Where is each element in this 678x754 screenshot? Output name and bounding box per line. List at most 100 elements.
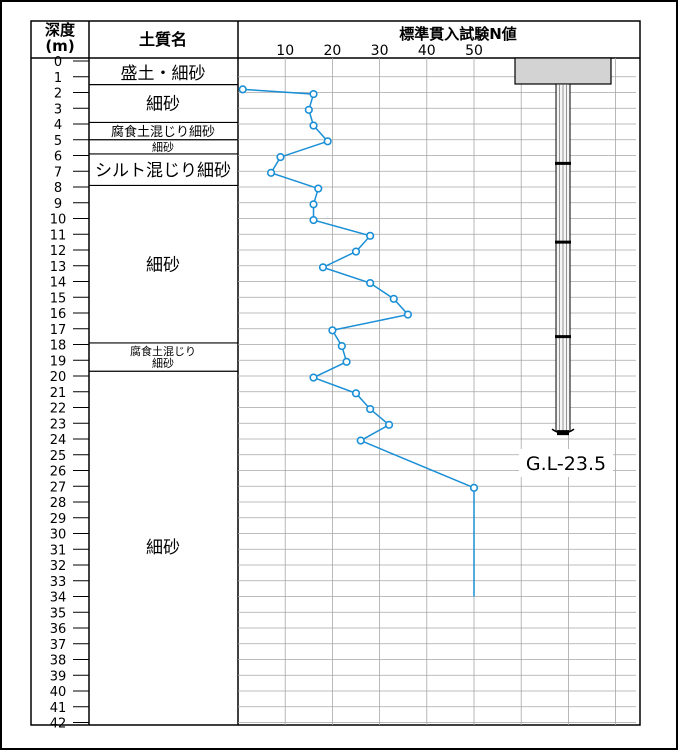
- depth-tick-label: 32: [50, 559, 67, 574]
- soil-layer-label: 腐食土混じり細砂: [111, 124, 215, 140]
- soil-header-label: 土質名: [139, 30, 187, 49]
- n-value-point: [323, 137, 332, 146]
- x-tick-label: 30: [371, 43, 389, 59]
- depth-tick-label: 30: [50, 528, 67, 543]
- n-value-point: [351, 247, 361, 256]
- n-value-point: [384, 420, 394, 429]
- depth-tick-label: 41: [50, 701, 67, 716]
- depth-header-label: 深度: [45, 21, 76, 39]
- depth-tick-label: 1: [54, 71, 62, 86]
- n-value-point: [309, 89, 318, 99]
- depth-tick-label: 38: [50, 654, 67, 669]
- depth-tick-label: 3: [54, 102, 62, 117]
- x-tick-label: 40: [418, 43, 436, 59]
- depth-tick-label: 34: [50, 591, 67, 606]
- depth-tick-label: 20: [50, 370, 67, 385]
- depth-tick-label: 31: [50, 543, 67, 558]
- depth-tick-label: 13: [50, 260, 67, 275]
- depth-tick-label: 9: [54, 197, 62, 212]
- depth-tick-label: 40: [50, 685, 67, 700]
- n-value-point: [309, 121, 318, 130]
- chart-title: 標準貫入試験N値: [399, 25, 517, 43]
- pile-joint: [555, 335, 571, 339]
- depth-tick-label: 19: [50, 354, 67, 369]
- soil-layer-label: 細砂: [146, 255, 180, 275]
- n-value-point: [314, 184, 323, 193]
- n-value-point: [318, 263, 328, 272]
- depth-tick-label: 15: [50, 291, 67, 306]
- pile-label-bg: [519, 449, 613, 477]
- n-value-point: [266, 168, 276, 177]
- n-value-point: [389, 294, 398, 303]
- depth-tick-label: 0: [54, 55, 62, 70]
- depth-tick-label: 23: [50, 417, 67, 432]
- n-value-point: [356, 436, 365, 445]
- n-value-point: [328, 326, 337, 335]
- depth-tick-label: 29: [50, 512, 67, 527]
- n-value-point: [351, 389, 361, 398]
- soil-layer-label: 細砂: [152, 357, 174, 370]
- n-value-point: [337, 341, 346, 351]
- depth-tick-label: 42: [50, 717, 67, 732]
- n-value-point: [309, 373, 318, 382]
- depth-tick-label: 7: [54, 165, 62, 180]
- n-value-point: [276, 152, 285, 162]
- n-value-point: [403, 310, 413, 319]
- pile-joint: [555, 240, 571, 244]
- n-value-series: [238, 85, 479, 597]
- soil-layer-label: 腐食土混じり: [130, 344, 196, 358]
- n-value-point: [342, 357, 351, 366]
- depth-tick-label: 33: [50, 575, 67, 590]
- pile-depth-label: G.L-23.5: [526, 453, 606, 475]
- depth-tick-label: 26: [50, 465, 67, 480]
- depth-tick-label: 17: [50, 323, 67, 338]
- depth-tick-label: 10: [50, 213, 67, 228]
- depth-tick-label: 28: [50, 496, 67, 511]
- pile-cap: [514, 57, 612, 85]
- n-value-point: [366, 278, 375, 288]
- pile-joint: [555, 161, 571, 165]
- n-value-point: [309, 200, 318, 209]
- depth-tick-label: 25: [50, 449, 67, 464]
- depth-tick-label: 39: [50, 669, 67, 684]
- x-tick-label: 50: [465, 43, 483, 59]
- depth-tick-label: 11: [50, 228, 67, 243]
- depth-tick-label: 35: [50, 606, 67, 621]
- soil-layer-label: 盛土・細砂: [121, 64, 206, 84]
- depth-tick-label: 21: [50, 386, 67, 401]
- depth-tick-label: 16: [50, 307, 67, 322]
- pile-diagram: G.L-23.5: [514, 57, 613, 477]
- depth-tick-label: 14: [50, 276, 67, 291]
- depth-tick-label: 22: [50, 402, 67, 417]
- soil-layer-label: 細砂: [146, 538, 180, 558]
- depth-tick-label: 12: [50, 244, 67, 259]
- n-value-point: [238, 85, 247, 94]
- depth-tick-label: 6: [54, 150, 62, 165]
- n-value-point: [366, 404, 375, 414]
- pile-tip: [557, 430, 569, 436]
- depth-header-unit: (m): [45, 37, 74, 55]
- x-tick-label: 10: [276, 43, 294, 59]
- depth-tick-label: 5: [54, 134, 62, 149]
- depth-tick-label: 2: [54, 87, 62, 102]
- depth-tick-label: 36: [50, 622, 67, 637]
- depth-tick-label: 4: [54, 118, 62, 133]
- table-border: [30, 20, 641, 726]
- soil-layer-label: シルト混じり細砂: [95, 161, 231, 181]
- depth-axis: 0123456789101112131415161718192021222324…: [50, 55, 89, 732]
- depth-tick-label: 27: [50, 480, 67, 495]
- n-value-point: [366, 231, 375, 240]
- depth-tick-label: 18: [50, 339, 67, 354]
- soil-layer-label: 細砂: [146, 95, 180, 115]
- depth-tick-label: 37: [50, 638, 67, 653]
- depth-tick-label: 24: [50, 433, 67, 448]
- x-tick-label: 20: [323, 43, 341, 59]
- depth-tick-label: 8: [54, 181, 62, 196]
- n-value-point: [309, 215, 318, 225]
- n-value-point: [469, 483, 479, 492]
- n-value-point: [304, 105, 313, 114]
